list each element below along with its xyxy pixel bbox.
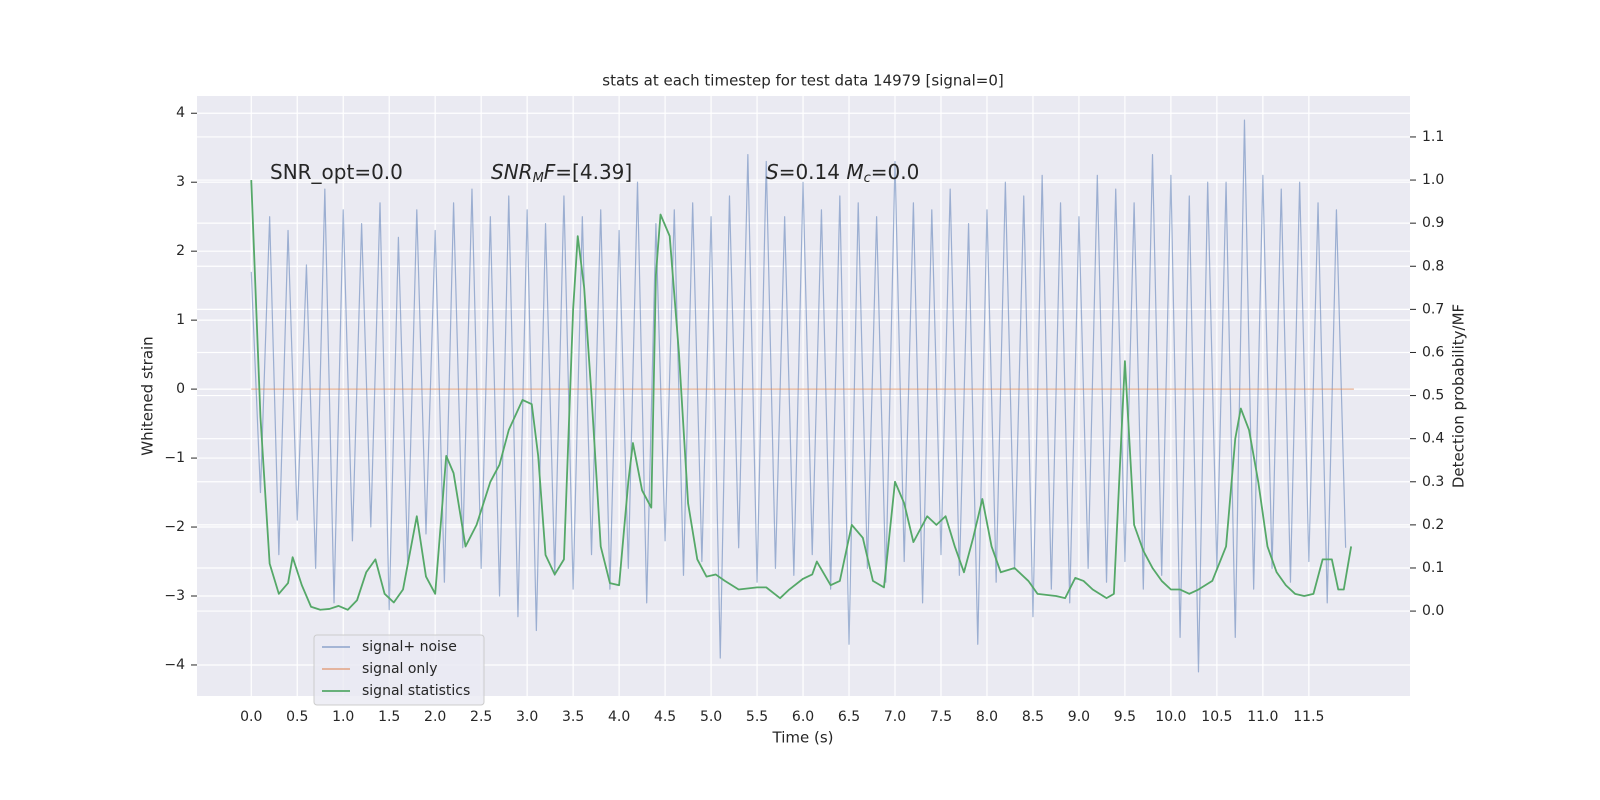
annotation-part: =0.14	[779, 160, 847, 184]
annotation-part: c	[864, 171, 871, 186]
annotation-part: SNR_opt=0.0	[270, 160, 403, 184]
y2-tick-label: 1.0	[1422, 172, 1444, 188]
annotation-part: F	[544, 160, 556, 184]
y-tick-label: 3	[176, 174, 185, 190]
legend-label: signal only	[362, 661, 437, 677]
x-tick-label: 10.0	[1155, 709, 1186, 725]
x-tick-label: 8.0	[976, 709, 998, 725]
y-tick-label: 0	[176, 381, 185, 397]
annotation-part: =0.0	[871, 160, 920, 184]
y2-tick-label: 1.1	[1422, 129, 1444, 145]
x-tick-label: 10.5	[1201, 709, 1232, 725]
y-tick-label: −4	[164, 657, 185, 673]
y2-tick-label: 0.2	[1422, 517, 1444, 533]
x-tick-label: 5.5	[746, 709, 768, 725]
x-tick-label: 5.0	[700, 709, 722, 725]
x-tick-label: 2.5	[470, 709, 492, 725]
x-tick-label: 4.0	[608, 709, 630, 725]
annotation: SNR_opt=0.0	[270, 160, 403, 184]
series-line	[250, 180, 1353, 611]
annotation-part: SNR	[491, 160, 533, 184]
y-tick-label: 4	[176, 105, 185, 121]
x-tick-label: 3.0	[516, 709, 538, 725]
x-tick-label: 11.0	[1247, 709, 1278, 725]
y2-tick-label: 0.9	[1422, 215, 1444, 231]
y-tick-label: −1	[164, 450, 185, 466]
x-tick-label: 1.5	[378, 709, 400, 725]
y-tick-label: 1	[176, 312, 185, 328]
y-tick-label: −3	[164, 588, 185, 604]
x-tick-label: 7.5	[930, 709, 952, 725]
x-tick-label: 0.0	[240, 709, 262, 725]
x-tick-label: 9.0	[1068, 709, 1090, 725]
legend-box	[313, 634, 485, 706]
annotation-part: M	[846, 160, 863, 184]
y2-tick-label: 0.4	[1422, 431, 1444, 447]
annotation: S=0.14 Mc=0.0	[766, 160, 919, 186]
y2-tick-label: 0.3	[1422, 474, 1444, 490]
x-tick-label: 4.5	[654, 709, 676, 725]
legend-label: signal+ noise	[362, 639, 457, 655]
x-tick-label: 11.5	[1293, 709, 1324, 725]
y2-tick-label: 0.5	[1422, 388, 1444, 404]
annotation-part: =[4.39]	[555, 160, 632, 184]
annotation-part: M	[533, 171, 544, 186]
annotation-part: S	[766, 160, 779, 184]
y2-tick-label: 0.0	[1422, 603, 1444, 619]
y2-tick-label: 0.7	[1422, 301, 1444, 317]
chart-title: stats at each timestep for test data 149…	[602, 72, 1003, 90]
x-tick-label: 1.0	[332, 709, 354, 725]
legend-label: signal statistics	[362, 683, 470, 699]
y2-tick-label: 0.8	[1422, 258, 1444, 274]
x-tick-label: 9.5	[1114, 709, 1136, 725]
y2-tick-label: 0.6	[1422, 344, 1444, 360]
y2-tick-label: 0.1	[1422, 560, 1444, 576]
x-tick-label: 2.0	[424, 709, 446, 725]
x-tick-label: 8.5	[1022, 709, 1044, 725]
y-axis-label: Whitened strain	[139, 336, 157, 455]
x-tick-label: 6.5	[838, 709, 860, 725]
y-tick-label: 2	[176, 243, 185, 259]
x-axis-label: Time (s)	[772, 729, 834, 747]
series-line	[250, 119, 1347, 673]
x-tick-label: 3.5	[562, 709, 584, 725]
y-tick-label: −2	[164, 519, 185, 535]
annotation: SNRMF=[4.39]	[491, 160, 632, 186]
x-tick-label: 0.5	[286, 709, 308, 725]
x-tick-label: 6.0	[792, 709, 814, 725]
y2-axis-label: Detection probability/MF	[1450, 304, 1468, 488]
x-tick-label: 7.0	[884, 709, 906, 725]
